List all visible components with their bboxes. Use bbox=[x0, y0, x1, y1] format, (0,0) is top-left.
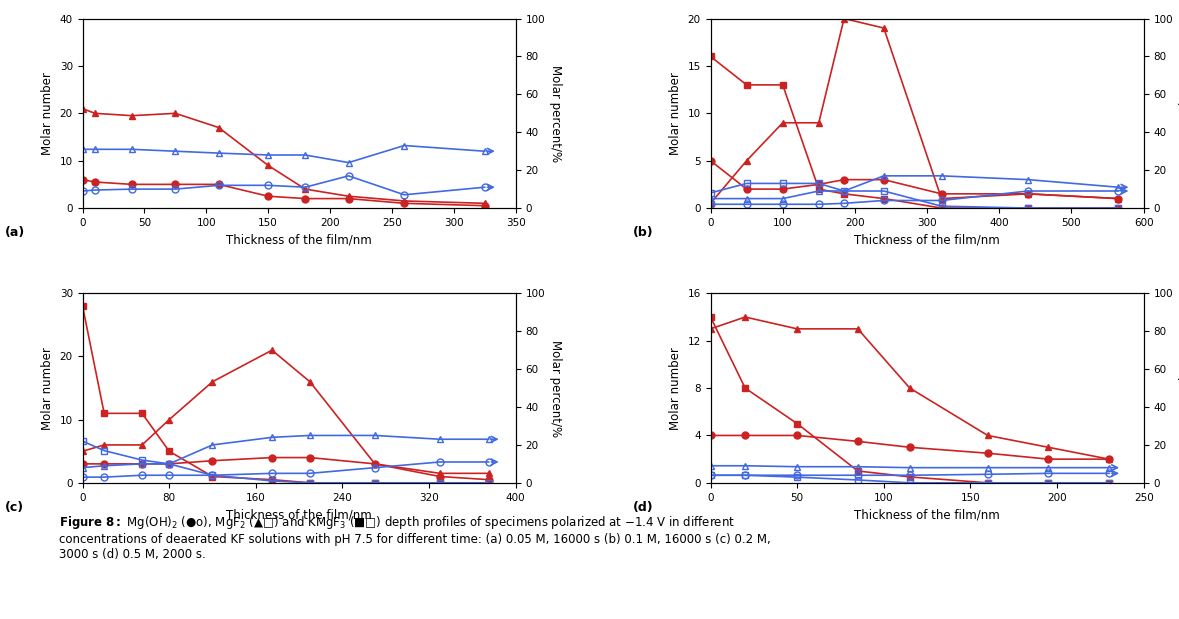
X-axis label: Thickness of the film/nm: Thickness of the film/nm bbox=[226, 233, 371, 246]
Text: $\bf{Figure\ 8:}$ Mg(OH)$_{2}$ (●o), MgF$_{2}$ (▲□) and KMgF$_{3}$ (■□) depth pr: $\bf{Figure\ 8:}$ Mg(OH)$_{2}$ (●o), MgF… bbox=[59, 514, 771, 561]
X-axis label: Thickness of the film/nm: Thickness of the film/nm bbox=[855, 508, 1000, 521]
Y-axis label: Molar number: Molar number bbox=[668, 347, 681, 430]
X-axis label: Thickness of the film/nm: Thickness of the film/nm bbox=[855, 233, 1000, 246]
Y-axis label: Molar percent/%: Molar percent/% bbox=[1177, 65, 1179, 162]
Text: (b): (b) bbox=[633, 227, 653, 240]
Text: (c): (c) bbox=[5, 501, 24, 514]
Y-axis label: Molar percent/%: Molar percent/% bbox=[1177, 339, 1179, 436]
Y-axis label: Molar percent/%: Molar percent/% bbox=[548, 339, 561, 436]
Text: (d): (d) bbox=[633, 501, 653, 514]
Y-axis label: Molar percent/%: Molar percent/% bbox=[548, 65, 561, 162]
Text: (a): (a) bbox=[5, 227, 25, 240]
Y-axis label: Molar number: Molar number bbox=[41, 347, 54, 430]
X-axis label: Thickness of the film/nm: Thickness of the film/nm bbox=[226, 508, 371, 521]
Y-axis label: Molar number: Molar number bbox=[41, 72, 54, 155]
Y-axis label: Molar number: Molar number bbox=[668, 72, 681, 155]
